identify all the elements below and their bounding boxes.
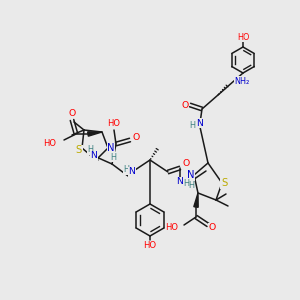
Text: H: H (123, 166, 129, 175)
Text: HO: HO (143, 242, 157, 250)
Text: HO: HO (165, 224, 178, 232)
Text: O: O (182, 160, 190, 169)
Text: S: S (221, 178, 227, 188)
Text: N: N (196, 118, 203, 127)
Text: N: N (187, 170, 195, 180)
Text: O: O (208, 224, 216, 232)
Text: N: N (177, 178, 183, 187)
Text: H: H (110, 152, 116, 161)
Text: H: H (189, 121, 195, 130)
Polygon shape (194, 193, 198, 207)
Text: N: N (91, 152, 98, 160)
Text: S: S (76, 145, 82, 155)
Text: H: H (188, 181, 194, 190)
Text: N: N (129, 167, 135, 176)
Text: HO: HO (107, 118, 121, 127)
Text: HO: HO (237, 32, 249, 41)
Text: O: O (182, 100, 189, 109)
Text: NH₂: NH₂ (234, 76, 249, 85)
Polygon shape (88, 132, 102, 136)
Text: N: N (107, 143, 115, 153)
Text: O: O (68, 109, 76, 118)
Text: HO: HO (43, 140, 56, 148)
Text: O: O (132, 134, 140, 142)
Text: H: H (87, 146, 93, 154)
Text: H: H (183, 179, 189, 188)
